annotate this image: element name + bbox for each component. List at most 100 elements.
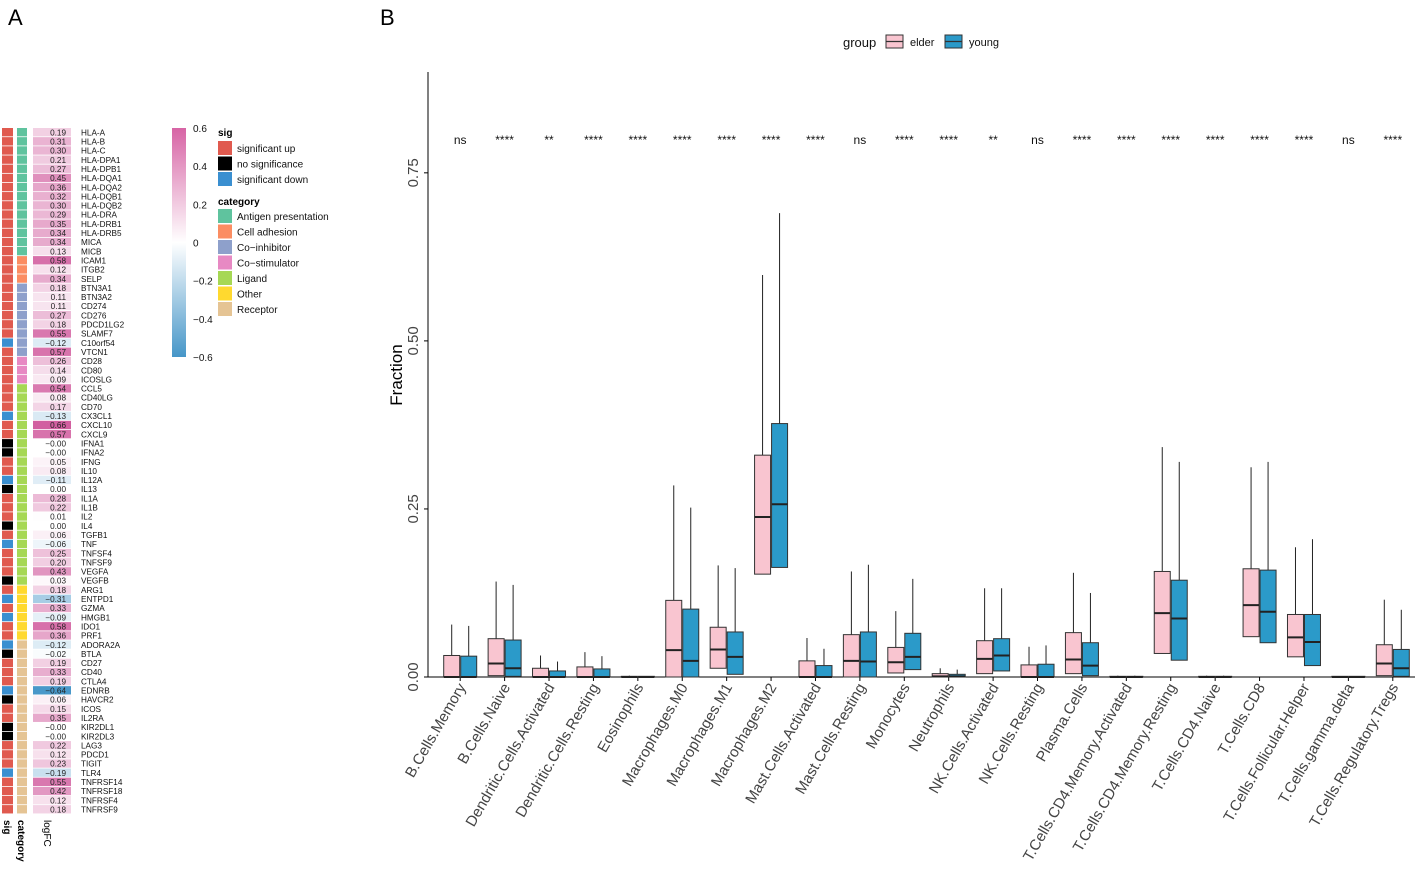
sig-cell: [2, 347, 13, 356]
category-cell: [17, 137, 27, 146]
logfc-cell: [33, 365, 71, 375]
box-young: [859, 631, 877, 678]
logfc-value: 0.01: [50, 513, 66, 522]
category-cell: [17, 713, 27, 722]
box-elder: [976, 640, 994, 675]
logfc-value: 0.27: [50, 311, 66, 320]
colorbar-tick-label: −0.2: [193, 277, 213, 288]
panel-a-label: A: [8, 5, 23, 30]
colorbar-tick-label: 0.6: [193, 124, 207, 135]
category-cell: [17, 393, 27, 402]
category-cell: [17, 741, 27, 750]
gene-label: IL2RA: [81, 714, 104, 723]
column-label-logfc: logFC: [41, 820, 52, 847]
logfc-cell: [33, 686, 71, 695]
logfc-value: 0.36: [50, 632, 66, 641]
gene-label: MICA: [81, 238, 102, 247]
logfc-cell: [33, 448, 71, 457]
gene-label: LAG3: [81, 741, 102, 750]
category-legend-label: Antigen presentation: [237, 212, 329, 223]
gene-label: IL12A: [81, 476, 103, 485]
sig-cell: [2, 603, 13, 613]
sig-cell: [2, 731, 13, 741]
logfc-cell: [33, 311, 71, 320]
category-cell: [17, 722, 27, 732]
logfc-cell: [33, 713, 71, 722]
category-cell: [17, 246, 27, 256]
logfc-cell: [33, 484, 71, 494]
category-cell: [17, 649, 27, 658]
category-cell: [17, 292, 27, 302]
logfc-value: 0.12: [50, 266, 66, 275]
logfc-value: 0.22: [50, 741, 66, 750]
gene-label: PRF1: [81, 632, 102, 641]
logfc-value: 0.34: [50, 238, 66, 247]
logfc-cell: [33, 576, 71, 585]
sig-legend-swatch: [218, 141, 232, 155]
gene-label: TNF: [81, 540, 97, 549]
gene-label: HLA-C: [81, 147, 106, 156]
logfc-value: 0.19: [50, 659, 66, 668]
sig-cell: [2, 375, 13, 384]
logfc-value: −0.00: [45, 732, 66, 741]
logfc-cell: [33, 246, 71, 256]
logfc-cell: [33, 274, 71, 283]
category-legend-label: Other: [237, 290, 263, 301]
category-cell: [17, 786, 27, 796]
gene-label: HLA-DPB1: [81, 165, 121, 174]
gene-label: KIR2DL1: [81, 723, 115, 732]
logfc-cell: [33, 640, 71, 649]
gene-label: CXCL9: [81, 430, 108, 439]
logfc-value: −0.00: [45, 449, 66, 458]
gene-label: SELP: [81, 275, 102, 284]
category-cell: [17, 256, 27, 265]
sig-legend-label: no significance: [237, 160, 304, 171]
gene-label: HAVCR2: [81, 696, 114, 705]
logfc-cell: [33, 722, 71, 732]
logfc-value: 0.34: [50, 229, 66, 238]
sig-cell: [2, 301, 13, 311]
logfc-value: 0.30: [50, 147, 66, 156]
significance-label: ****: [673, 133, 692, 147]
sig-cell: [2, 237, 13, 247]
sig-legend-label: significant down: [237, 175, 308, 186]
logfc-cell: [33, 173, 71, 183]
category-cell: [17, 484, 27, 494]
logfc-value: −0.19: [45, 769, 66, 778]
box-young: [1170, 579, 1188, 661]
logfc-cell: [33, 548, 71, 558]
logfc-cell: [33, 384, 71, 393]
box-elder: [1242, 568, 1260, 638]
logfc-cell: [33, 750, 71, 759]
logfc-value: 0.19: [50, 128, 66, 137]
gene-label: HLA-DRB5: [81, 229, 122, 238]
box-elder: [443, 654, 461, 678]
logfc-cell: [33, 393, 71, 402]
group-legend-label: young: [969, 37, 999, 49]
box-young: [1037, 663, 1055, 678]
x-tick-label: T.Cells.Regulatory.Tregs: [1306, 681, 1402, 830]
box-young: [815, 665, 833, 678]
logfc-value: −0.31: [45, 595, 66, 604]
significance-label: ****: [939, 133, 958, 147]
box-elder: [709, 626, 727, 669]
panel-b-label: B: [380, 5, 395, 30]
category-cell: [17, 594, 27, 603]
logfc-cell: [33, 759, 71, 768]
sig-cell: [2, 503, 13, 512]
category-cell: [17, 182, 27, 192]
logfc-cell: [33, 805, 71, 814]
sig-cell: [2, 274, 13, 283]
category-cell: [17, 612, 27, 622]
logfc-value: 0.12: [50, 796, 66, 805]
sig-cell: [2, 256, 13, 265]
category-cell: [17, 667, 27, 677]
logfc-cell: [33, 521, 71, 530]
sig-cell: [2, 466, 13, 475]
significance-label: ****: [717, 133, 736, 147]
sig-cell: [2, 686, 13, 695]
gene-label: TNFRSF9: [81, 805, 118, 814]
logfc-value: 0.27: [50, 165, 66, 174]
box-young: [726, 631, 744, 675]
sig-cell: [2, 246, 13, 256]
